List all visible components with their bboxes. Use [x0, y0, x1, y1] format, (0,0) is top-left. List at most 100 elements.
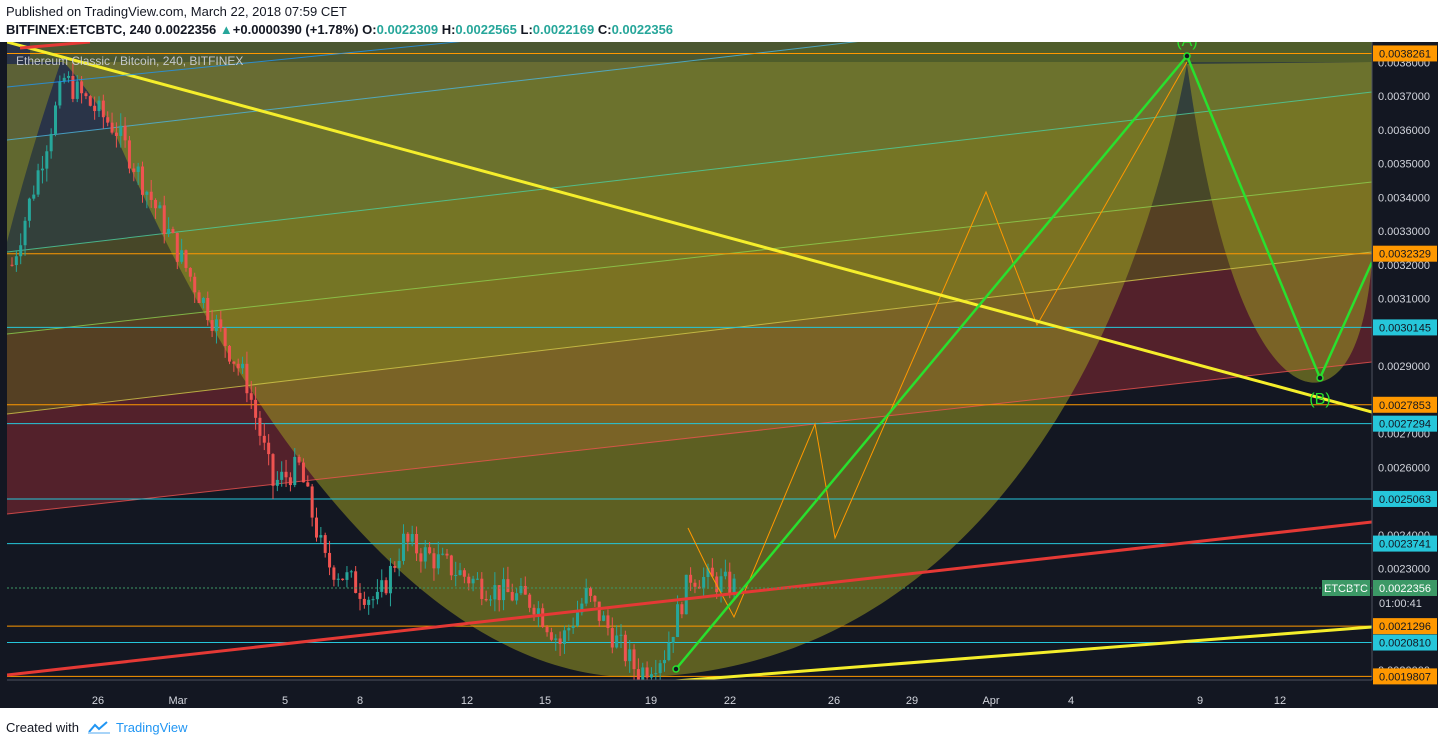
candle-body — [27, 198, 31, 221]
time-axis-ticks[interactable]: 26 Mar 5 8 12 15 19 22 26 29 Apr 4 9 12 — [92, 695, 1286, 707]
chart-canvas[interactable]: (A) (B) Ethereum Classic / Bitcoin, 240,… — [0, 42, 1438, 708]
candle-body — [306, 482, 310, 487]
top-band — [30, 42, 1372, 62]
candles — [10, 63, 736, 680]
tradingview-logo-icon[interactable] — [87, 720, 111, 734]
wave-label-b: (B) — [1309, 391, 1330, 408]
candle-body — [354, 571, 358, 593]
orange-zigzag-path — [687, 61, 1188, 619]
candle-body — [271, 454, 275, 486]
candle-body — [280, 471, 284, 480]
pitchfork-line-3 — [7, 181, 1372, 335]
price-tick-8: 0.0029000 — [1378, 361, 1430, 373]
candle-body — [458, 570, 462, 575]
level-tag-text-8: 0.0020810 — [1379, 638, 1431, 650]
candle-body — [206, 298, 210, 321]
candle-body — [645, 667, 649, 678]
candle-body — [10, 264, 14, 266]
level-tag-text-5: 0.0025063 — [1379, 494, 1431, 506]
candle-body — [484, 598, 488, 601]
pitchfork-line-5 — [7, 42, 858, 141]
countdown-tag — [1373, 596, 1423, 610]
candle-body — [214, 319, 218, 331]
candle-body — [58, 81, 62, 106]
candle-body — [341, 578, 345, 580]
candle-body — [471, 578, 475, 584]
candle-body — [506, 579, 510, 593]
candle-body — [375, 591, 379, 600]
candle-body — [297, 456, 301, 463]
candle-body — [449, 555, 453, 576]
last-price-tag — [1373, 580, 1437, 596]
tradingview-link[interactable]: TradingView — [116, 720, 188, 735]
candle-body — [49, 133, 53, 152]
candle-body — [97, 100, 101, 112]
candle-body — [423, 547, 427, 562]
candle-body — [532, 607, 536, 615]
level-tag-2 — [1373, 319, 1437, 336]
candle-body — [419, 553, 423, 562]
candle-body — [480, 578, 484, 599]
candle-body — [132, 168, 136, 172]
price-axis-ticks: 0.00380000.00370000.00360000.00350000.00… — [1378, 57, 1430, 677]
candle-body — [328, 552, 332, 568]
symbol-tag-text: ETCBTC — [1324, 583, 1368, 595]
candle-body — [275, 479, 279, 486]
last-price-tag-text: 0.0022356 — [1379, 583, 1431, 595]
candle-body — [602, 615, 606, 621]
candle-body — [80, 81, 84, 94]
candle-body — [710, 567, 714, 577]
candle-body — [228, 345, 231, 362]
time-tick-5: 15 — [539, 695, 551, 707]
green-wave-path — [675, 53, 1372, 670]
chart-footer: Created with TradingView — [0, 708, 1438, 745]
candle-body — [149, 191, 153, 200]
candle-body — [45, 151, 49, 169]
candle-body — [562, 630, 566, 644]
candle-body — [410, 534, 414, 542]
candle-body — [201, 298, 205, 304]
candle-body — [345, 572, 349, 580]
candle-body — [497, 585, 501, 601]
candle-body — [245, 363, 249, 394]
symbol-tag — [1322, 580, 1370, 596]
level-tag-7 — [1373, 618, 1437, 635]
candle-body — [606, 615, 610, 629]
ohlc-line: BITFINEX:ETCBTC, 240 0.0022356 ▲+0.00003… — [6, 22, 673, 37]
candle-body — [671, 637, 675, 643]
candle-body — [188, 267, 192, 277]
price-tick-1: 0.0037000 — [1378, 91, 1430, 103]
candle-body — [493, 585, 497, 600]
high-label: H: — [441, 22, 456, 37]
candle-body — [384, 580, 388, 594]
candle-body — [689, 574, 693, 583]
pitchfork-line-2 — [7, 251, 1372, 415]
candle-body — [167, 228, 171, 234]
candle-body — [684, 574, 688, 615]
candle-body — [101, 100, 105, 118]
candle-body — [558, 638, 562, 644]
candle-body — [88, 96, 92, 106]
level-tag-text-4: 0.0027294 — [1379, 419, 1431, 431]
yellow-support-line — [668, 625, 1372, 680]
candle-body — [432, 553, 436, 569]
candle-body — [510, 592, 514, 601]
candle-body — [445, 553, 449, 556]
price-tick-12: 0.0023000 — [1378, 564, 1430, 576]
price-tick-6: 0.0032000 — [1378, 260, 1430, 272]
candle-body — [584, 588, 588, 604]
level-tag-text-3: 0.0027853 — [1379, 400, 1431, 412]
candle-body — [515, 593, 519, 601]
candle-body — [723, 571, 727, 577]
candle-body — [693, 582, 697, 587]
candle-body — [402, 533, 405, 561]
chart-area[interactable]: (A) (B) Ethereum Classic / Bitcoin, 240,… — [0, 42, 1438, 708]
candle-body — [210, 320, 214, 331]
candle-body — [462, 570, 466, 577]
price-tick-4: 0.0034000 — [1378, 192, 1430, 204]
open-label: O: — [362, 22, 377, 37]
candle-body — [158, 205, 162, 209]
candle-body — [549, 632, 553, 640]
candle-body — [284, 471, 288, 478]
candle-body — [589, 588, 593, 596]
